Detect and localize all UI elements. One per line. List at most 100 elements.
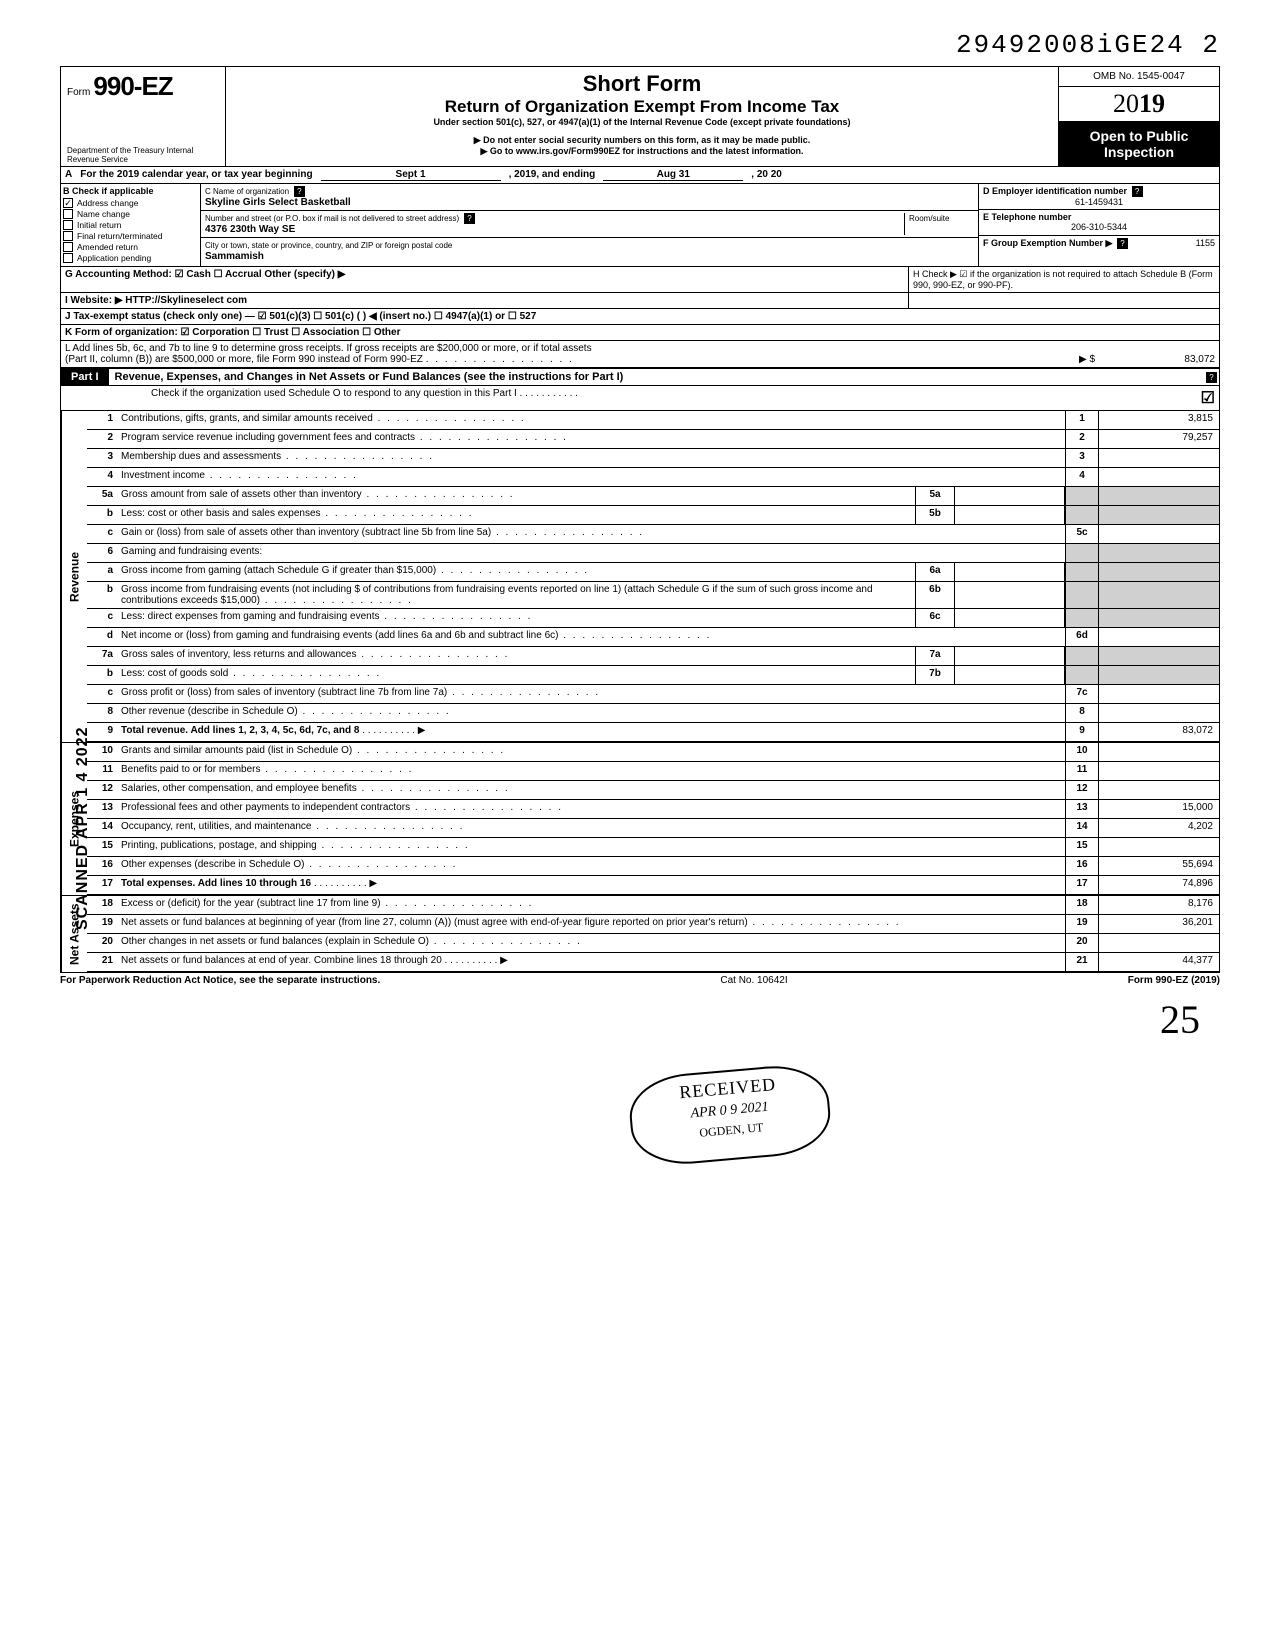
line-row: dNet income or (loss) from gaming and fu… — [87, 628, 1219, 647]
stamp-location: OGDEN, UT — [633, 1114, 830, 1146]
right-line-val: 15,000 — [1099, 800, 1219, 818]
year-bold: 19 — [1139, 89, 1165, 118]
line-desc: Program service revenue including govern… — [117, 430, 1065, 448]
right-line-val: 79,257 — [1099, 430, 1219, 448]
right-line-val: 3,815 — [1099, 411, 1219, 429]
right-line-val — [1099, 838, 1219, 856]
row-a-calendar-year: A For the 2019 calendar year, or tax yea… — [61, 167, 1219, 184]
line-desc: Other revenue (describe in Schedule O) — [117, 704, 1065, 722]
row-a-text: For the 2019 calendar year, or tax year … — [80, 169, 312, 181]
phone-block: E Telephone number 206-310-5344 — [979, 210, 1219, 236]
line-number: 3 — [87, 449, 117, 467]
right-line-val — [1099, 934, 1219, 952]
line-row: 6Gaming and fundraising events: — [87, 544, 1219, 563]
line-row: 13Professional fees and other payments t… — [87, 800, 1219, 819]
row-k: K Form of organization: ☑ Corporation ☐ … — [61, 325, 1219, 341]
line-number: 2 — [87, 430, 117, 448]
line-number: 21 — [87, 953, 117, 971]
right-line-val — [1099, 628, 1219, 646]
section-bcd: B Check if applicable ✓Address changeNam… — [61, 184, 1219, 267]
right-line-val: 36,201 — [1099, 915, 1219, 933]
right-line-num: 20 — [1065, 934, 1099, 952]
line-row: 15Printing, publications, postage, and s… — [87, 838, 1219, 857]
right-line-num: 2 — [1065, 430, 1099, 448]
line-row: 21Net assets or fund balances at end of … — [87, 953, 1219, 972]
line-row: 16Other expenses (describe in Schedule O… — [87, 857, 1219, 876]
line-desc: Investment income — [117, 468, 1065, 486]
row-h: H Check ▶ ☑ if the organization is not r… — [913, 269, 1213, 290]
city-label: City or town, state or province, country… — [205, 241, 452, 250]
line-row: bLess: cost of goods sold7b — [87, 666, 1219, 685]
check-item: ✓Address change — [63, 198, 198, 208]
line-number: 6 — [87, 544, 117, 562]
help-icon: ? — [1132, 186, 1143, 197]
mid-line-num: 7b — [915, 666, 955, 684]
line-desc: Other changes in net assets or fund bala… — [117, 934, 1065, 952]
right-line-val — [1099, 781, 1219, 799]
line-number: 7a — [87, 647, 117, 665]
line-row: 18Excess or (deficit) for the year (subt… — [87, 896, 1219, 915]
line-row: 17Total expenses. Add lines 10 through 1… — [87, 876, 1219, 895]
part1-check-mark: ☑ — [1201, 388, 1215, 408]
header-right: OMB No. 1545-0047 2019 Open to Public In… — [1059, 67, 1219, 166]
year-prefix: 20 — [1113, 89, 1139, 118]
part1-label: Part I — [61, 369, 109, 385]
line-row: 10Grants and similar amounts paid (list … — [87, 743, 1219, 762]
help-icon: ? — [1117, 238, 1128, 249]
right-line-num: 10 — [1065, 743, 1099, 761]
mid-line-val — [955, 563, 1065, 581]
right-line-val — [1099, 666, 1219, 684]
line-desc: Less: cost or other basis and sales expe… — [117, 506, 915, 524]
line-desc: Salaries, other compensation, and employ… — [117, 781, 1065, 799]
right-line-num: 9 — [1065, 723, 1099, 741]
line-row: cLess: direct expenses from gaming and f… — [87, 609, 1219, 628]
row-l-value: 83,072 — [1095, 354, 1215, 365]
line-row: 7aGross sales of inventory, less returns… — [87, 647, 1219, 666]
stamp-received: RECEIVED — [629, 1070, 826, 1108]
line-row: 4Investment income4 — [87, 468, 1219, 487]
mid-line-val — [955, 647, 1065, 665]
line-number: 20 — [87, 934, 117, 952]
line-desc: Net assets or fund balances at beginning… — [117, 915, 1065, 933]
right-line-val — [1099, 762, 1219, 780]
org-name-label: C Name of organization — [205, 187, 289, 196]
right-line-val — [1099, 609, 1219, 627]
check-item: Initial return — [63, 220, 198, 230]
row-i-text: I Website: ▶ HTTP://Skylineselect com — [65, 295, 247, 306]
line-row: 2Program service revenue including gover… — [87, 430, 1219, 449]
line-row: 12Salaries, other compensation, and empl… — [87, 781, 1219, 800]
row-a-end-year: , 20 20 — [751, 169, 782, 181]
row-gh: G Accounting Method: ☑ Cash ☐ Accrual Ot… — [61, 267, 1219, 293]
right-line-val: 4,202 — [1099, 819, 1219, 837]
phone-label: E Telephone number — [983, 212, 1071, 222]
right-line-num — [1065, 544, 1099, 562]
row-a-letter: A — [65, 169, 72, 181]
right-line-val — [1099, 685, 1219, 703]
addr-label: Number and street (or P.O. box if mail i… — [205, 214, 459, 223]
right-line-num — [1065, 666, 1099, 684]
check-label: Name change — [77, 209, 130, 219]
right-line-val — [1099, 563, 1219, 581]
right-line-val: 44,377 — [1099, 953, 1219, 971]
line-number: a — [87, 563, 117, 581]
org-city-block: City or town, state or province, country… — [201, 238, 978, 264]
right-line-num: 11 — [1065, 762, 1099, 780]
right-line-num: 8 — [1065, 704, 1099, 722]
row-a-begin: Sept 1 — [321, 169, 501, 181]
right-line-val — [1099, 449, 1219, 467]
expenses-section: Expenses 10Grants and similar amounts pa… — [61, 742, 1219, 895]
right-line-val: 55,694 — [1099, 857, 1219, 875]
form-number: 990-EZ — [93, 71, 172, 101]
form-subtitle: Return of Organization Exempt From Incom… — [234, 97, 1050, 117]
note-ssn: ▶ Do not enter social security numbers o… — [234, 135, 1050, 146]
right-line-num — [1065, 609, 1099, 627]
line-row: bLess: cost or other basis and sales exp… — [87, 506, 1219, 525]
form-title: Short Form — [234, 71, 1050, 97]
right-line-num — [1065, 487, 1099, 505]
mid-line-num: 5a — [915, 487, 955, 505]
check-item: Application pending — [63, 253, 198, 263]
org-name-block: C Name of organization ? Skyline Girls S… — [201, 184, 978, 211]
col-def: D Employer identification number ? 61-14… — [979, 184, 1219, 266]
form-990ez: Form 990-EZ Department of the Treasury I… — [60, 66, 1220, 973]
line-desc: Printing, publications, postage, and shi… — [117, 838, 1065, 856]
